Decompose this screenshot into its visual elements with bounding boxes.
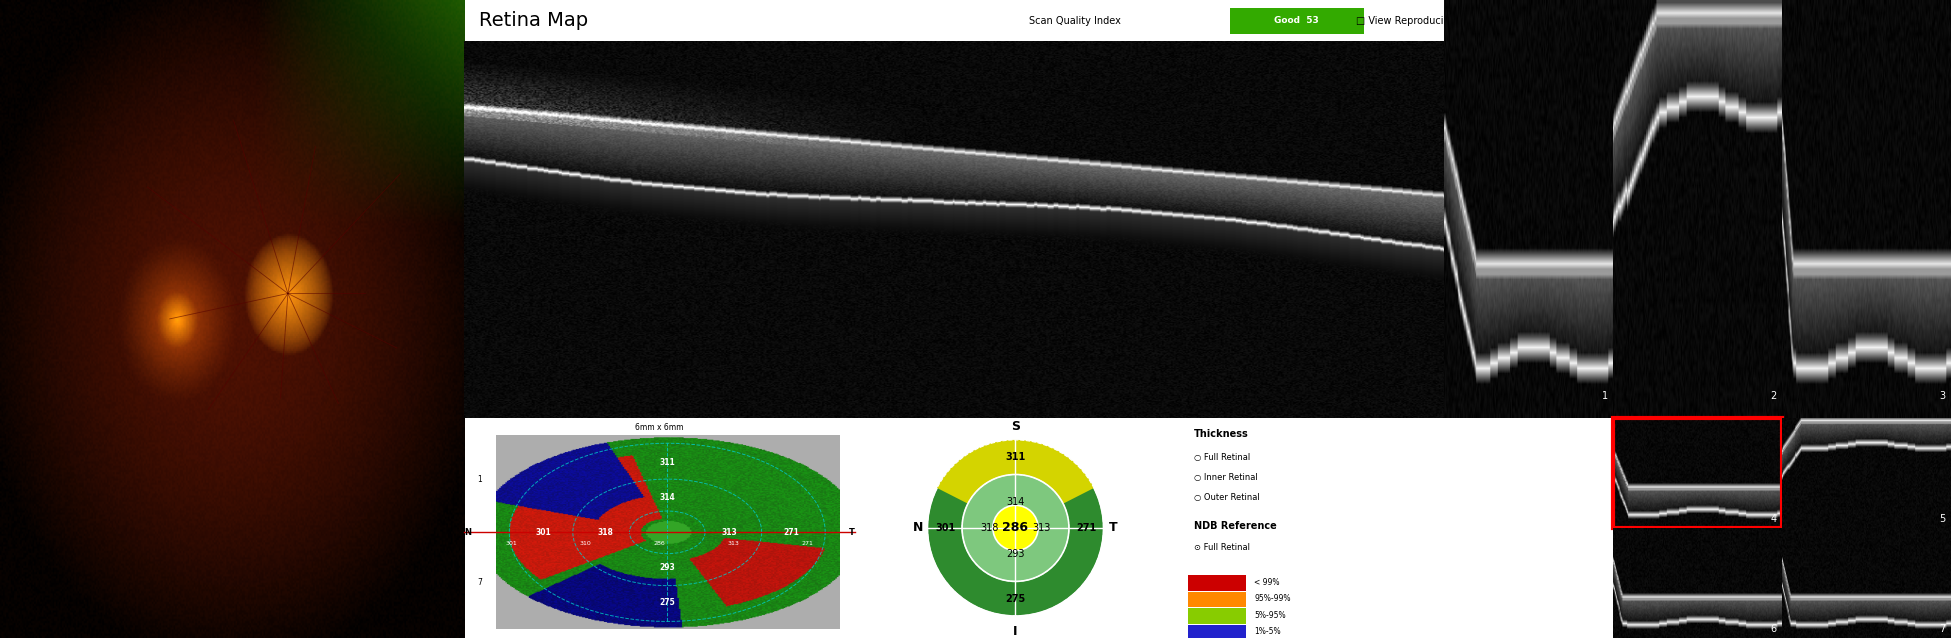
Text: 301: 301 [935,523,956,533]
Text: 318: 318 [979,523,999,533]
Text: Good  53: Good 53 [1274,16,1319,26]
Text: 286: 286 [1003,521,1028,535]
Text: 275: 275 [1005,594,1026,604]
Text: Auto: Auto [1781,366,1795,371]
Text: 1: 1 [1602,391,1608,401]
Text: 275: 275 [659,598,675,607]
Text: 95%-99%: 95%-99% [1254,595,1292,604]
Text: ⊙ Full Retinal: ⊙ Full Retinal [1194,544,1249,553]
Text: T: T [849,528,855,537]
Text: 310: 310 [579,541,591,546]
Text: 271: 271 [802,541,814,546]
Text: Scan Quality Index: Scan Quality Index [1030,16,1122,26]
Text: 293: 293 [659,563,675,572]
Text: T: T [1108,521,1118,535]
Text: 1%-5%: 1%-5% [1254,627,1280,637]
Text: 5: 5 [1939,514,1945,524]
Text: < 99%: < 99% [1254,578,1280,587]
Text: NDB Reference: NDB Reference [1194,521,1276,531]
Text: 3: 3 [1939,391,1945,401]
Text: 318: 318 [597,528,613,537]
Text: 4: 4 [1772,514,1777,524]
Text: N: N [464,528,472,537]
FancyBboxPatch shape [1229,8,1364,34]
Text: 1: 1 [478,475,482,484]
Ellipse shape [993,505,1038,551]
Text: 311: 311 [1005,452,1026,462]
Text: 6: 6 [1772,623,1777,634]
Text: 286: 286 [654,541,665,546]
Text: 271: 271 [782,528,798,537]
Text: Left / OS: Left / OS [1842,11,1930,30]
Text: ○ Full Retinal: ○ Full Retinal [1194,453,1251,462]
Text: 7: 7 [478,579,482,588]
Polygon shape [936,440,1095,528]
Text: 2: 2 [1772,391,1777,401]
Text: 6mm x 6mm: 6mm x 6mm [636,424,683,433]
Bar [1188,625,1247,638]
Ellipse shape [927,440,1104,616]
Text: I: I [1013,625,1018,638]
Text: 293: 293 [1007,549,1024,560]
Text: 5%-95%: 5%-95% [1254,611,1286,620]
Text: 314: 314 [1007,496,1024,507]
Text: Retina Map: Retina Map [480,11,589,30]
Ellipse shape [962,475,1069,581]
Bar [1188,575,1247,591]
Text: 7: 7 [1939,623,1945,634]
Text: ○ Inner Retinal: ○ Inner Retinal [1194,473,1256,482]
Text: 301: 301 [505,541,517,546]
Text: Thickness: Thickness [1194,429,1249,439]
Text: 271: 271 [1075,523,1096,533]
Bar [1188,608,1247,624]
Text: □ View Reproducibility: □ View Reproducibility [1356,16,1467,26]
Text: 313: 313 [1032,523,1052,533]
Text: 314: 314 [659,493,675,502]
Text: ○ Outer Retinal: ○ Outer Retinal [1194,493,1258,501]
Text: 311: 311 [659,458,675,467]
Text: 301: 301 [537,528,552,537]
Text: 250μm: 250μm [1785,251,1812,260]
Text: S: S [1011,420,1020,433]
Bar [1188,592,1247,607]
Text: N: N [913,521,923,535]
Text: ☑ Zoom: ☑ Zoom [1775,389,1803,394]
Text: 313: 313 [722,528,737,537]
Text: 313: 313 [728,541,739,546]
